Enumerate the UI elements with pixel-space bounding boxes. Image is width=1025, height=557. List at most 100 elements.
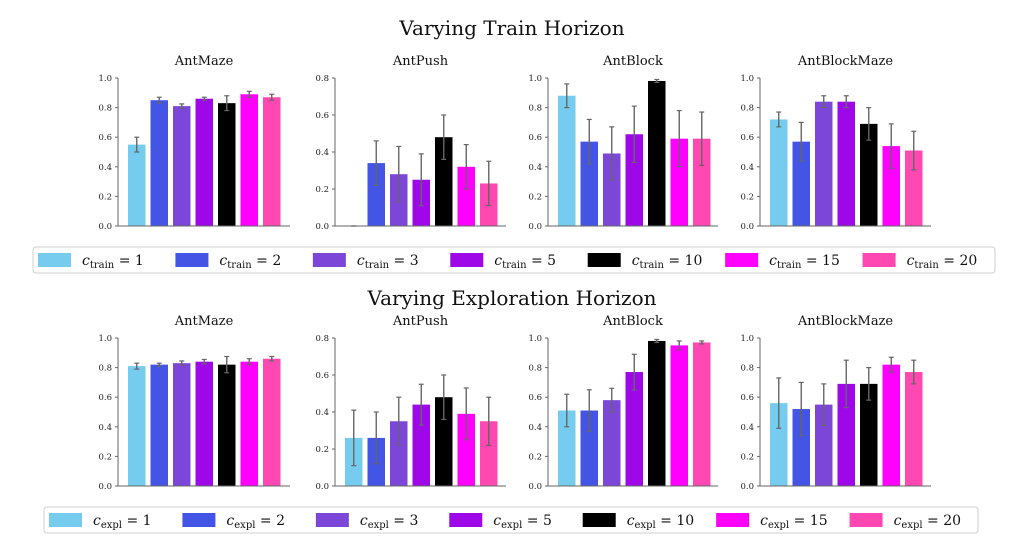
panel-title: AntPush bbox=[392, 314, 449, 329]
panel-title: AntMaze bbox=[174, 54, 234, 69]
bar bbox=[457, 166, 475, 226]
y-tick-label: 0.0 bbox=[98, 222, 112, 232]
error-bar bbox=[564, 83, 570, 109]
legend-subscript: train bbox=[914, 260, 939, 271]
error-bar bbox=[776, 377, 782, 429]
bar bbox=[457, 413, 475, 486]
error-bar bbox=[676, 109, 682, 168]
legend-equals: = bbox=[789, 513, 810, 529]
legend-swatch bbox=[716, 513, 750, 527]
error-bar bbox=[798, 381, 804, 437]
bar bbox=[792, 141, 810, 226]
y-tick-label: 0.0 bbox=[528, 482, 542, 492]
legend-item: cexpl = 15 bbox=[716, 513, 828, 531]
bar bbox=[558, 410, 576, 486]
legend-label: ctrain = 15 bbox=[769, 253, 840, 271]
error-bar bbox=[586, 118, 592, 165]
y-tick-label: 0.0 bbox=[740, 222, 754, 232]
bar bbox=[603, 400, 621, 486]
bar bbox=[815, 404, 833, 486]
y-tick-label: 0.6 bbox=[98, 393, 112, 403]
bar bbox=[435, 397, 453, 486]
error-bar bbox=[269, 93, 275, 101]
y-tick-label: 0.2 bbox=[315, 445, 329, 455]
y-tick-label: 0.4 bbox=[315, 408, 329, 418]
legend-swatch bbox=[862, 253, 896, 267]
error-bar bbox=[463, 144, 469, 190]
error-bar bbox=[224, 95, 230, 112]
legend-label: ctrain = 20 bbox=[907, 253, 978, 271]
error-bar bbox=[134, 136, 140, 153]
legend-subscript: train bbox=[777, 260, 802, 271]
bar bbox=[693, 342, 711, 486]
chart-panel: AntBlockMaze 0.0 0.2 0.4 0.6 0.8 1.0 bbox=[740, 54, 931, 232]
bar bbox=[792, 409, 810, 486]
legend-item: cexpl = 5 bbox=[449, 513, 552, 531]
legend-value: 1 bbox=[143, 513, 152, 529]
legend-symbol: c bbox=[494, 253, 502, 269]
error-bar bbox=[134, 362, 140, 370]
legend-label: cexpl = 2 bbox=[226, 513, 285, 531]
legend-equals: = bbox=[389, 513, 410, 529]
legend-symbol: c bbox=[360, 513, 368, 529]
bar bbox=[150, 364, 168, 486]
bar bbox=[480, 421, 498, 486]
legend-equals: = bbox=[122, 513, 143, 529]
chart-panel: AntMaze 0.0 0.2 0.4 0.6 0.8 1.0 bbox=[98, 314, 290, 492]
bar bbox=[558, 95, 576, 226]
legend-value: 20 bbox=[943, 513, 961, 529]
y-tick-label: 0.4 bbox=[315, 148, 329, 158]
error-bar bbox=[224, 355, 230, 374]
error-bar bbox=[631, 105, 637, 163]
legend-equals: = bbox=[664, 253, 685, 269]
y-tick-label: 0.6 bbox=[740, 133, 754, 143]
y-tick-label: 0.2 bbox=[528, 192, 542, 202]
panel-title: AntMaze bbox=[174, 314, 234, 329]
error-bar bbox=[821, 95, 827, 109]
legend-subscript: train bbox=[227, 260, 252, 271]
chart-panels: AntMaze 0.0 0.2 0.4 0.6 0.8 1.0 AntPush 0.0 0.2 0.… bbox=[98, 54, 931, 492]
legend-value: 5 bbox=[543, 513, 552, 529]
legend-equals: = bbox=[939, 253, 960, 269]
bar bbox=[860, 123, 878, 226]
legend: cexpl = 1 cexpl = 2 cexpl = 3 cexpl = 5 cexp… bbox=[43, 506, 979, 534]
y-tick-label: 0.8 bbox=[315, 334, 329, 344]
bar bbox=[625, 372, 643, 486]
panel-title: AntBlockMaze bbox=[797, 314, 894, 329]
legend-symbol: c bbox=[627, 513, 635, 529]
legend-value: 15 bbox=[822, 253, 840, 269]
error-bar bbox=[201, 358, 207, 365]
chart-panel: AntPush 0.0 0.2 0.4 0.6 0.8 bbox=[315, 314, 506, 492]
legend-swatch bbox=[175, 253, 209, 267]
legend-item: cexpl = 10 bbox=[582, 513, 694, 531]
legend-label: cexpl = 5 bbox=[493, 513, 552, 531]
legend-subscript: expl bbox=[101, 520, 122, 531]
legend-subscript: expl bbox=[635, 520, 656, 531]
error-bar bbox=[441, 374, 447, 420]
bar bbox=[905, 372, 923, 486]
bar bbox=[128, 366, 146, 486]
error-bar bbox=[888, 356, 894, 373]
legend-subscript: train bbox=[502, 260, 527, 271]
error-bar bbox=[866, 106, 872, 141]
legend-label: ctrain = 1 bbox=[82, 253, 144, 271]
legend-label: ctrain = 2 bbox=[219, 253, 281, 271]
error-bar bbox=[463, 387, 469, 441]
legend-value: 1 bbox=[135, 253, 144, 269]
error-bar bbox=[564, 393, 570, 428]
bar bbox=[770, 403, 788, 486]
bar bbox=[837, 383, 855, 486]
bar bbox=[648, 340, 666, 486]
bar bbox=[860, 383, 878, 486]
y-tick-label: 0.4 bbox=[528, 423, 542, 433]
legend-item: ctrain = 10 bbox=[587, 253, 702, 271]
error-bar bbox=[396, 396, 402, 446]
error-bar bbox=[676, 340, 682, 351]
bar bbox=[173, 363, 191, 486]
chart-panel: AntMaze 0.0 0.2 0.4 0.6 0.8 1.0 bbox=[98, 54, 290, 232]
panel-title: AntBlock bbox=[602, 54, 663, 69]
y-tick-label: 0.8 bbox=[528, 364, 542, 374]
y-tick-label: 0.6 bbox=[528, 133, 542, 143]
legend-swatch bbox=[38, 253, 71, 267]
y-tick-label: 0.2 bbox=[740, 452, 754, 462]
